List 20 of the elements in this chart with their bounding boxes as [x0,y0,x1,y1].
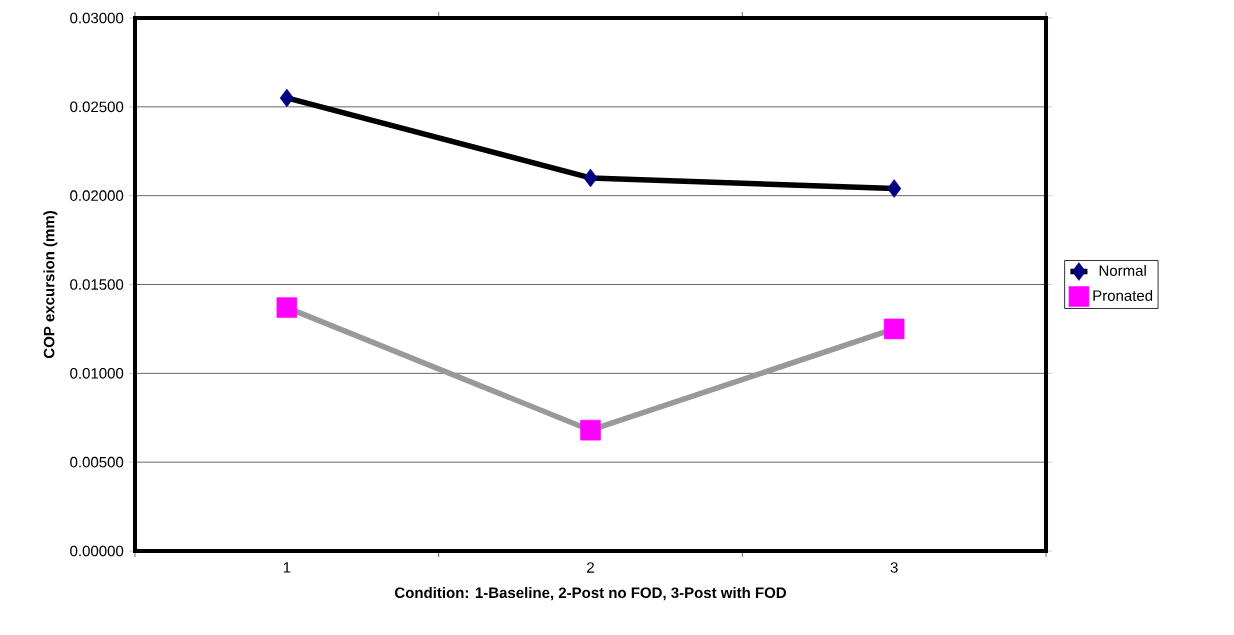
point [583,168,598,188]
point [883,318,905,340]
y-tick-label: 0.01500 [70,279,124,290]
legend-label: Normal [1099,264,1146,276]
y-axis-title: COP excursion (mm) [43,211,58,359]
point [279,88,294,108]
x-tick-label: 3 [890,562,898,573]
x-tick-label: 2 [587,562,594,573]
x-tick-label: 1 [283,562,291,573]
point [580,419,601,441]
y-tick-label: 0.02500 [70,101,124,113]
y-tick-label: 0.03000 [70,12,124,24]
y-tick-label: 0.02000 [70,190,124,201]
point [887,179,902,198]
point [276,297,298,318]
y-tick-label: 0.00000 [70,545,124,557]
legend-label: Pronated [1093,289,1153,301]
y-tick-label: 0.01000 [70,368,124,379]
x-axis-title: Condition: 1-Baseline, 2-Post no FOD, 3-Post with FOD [395,587,786,601]
y-tick-label: 0.00500 [70,456,124,468]
